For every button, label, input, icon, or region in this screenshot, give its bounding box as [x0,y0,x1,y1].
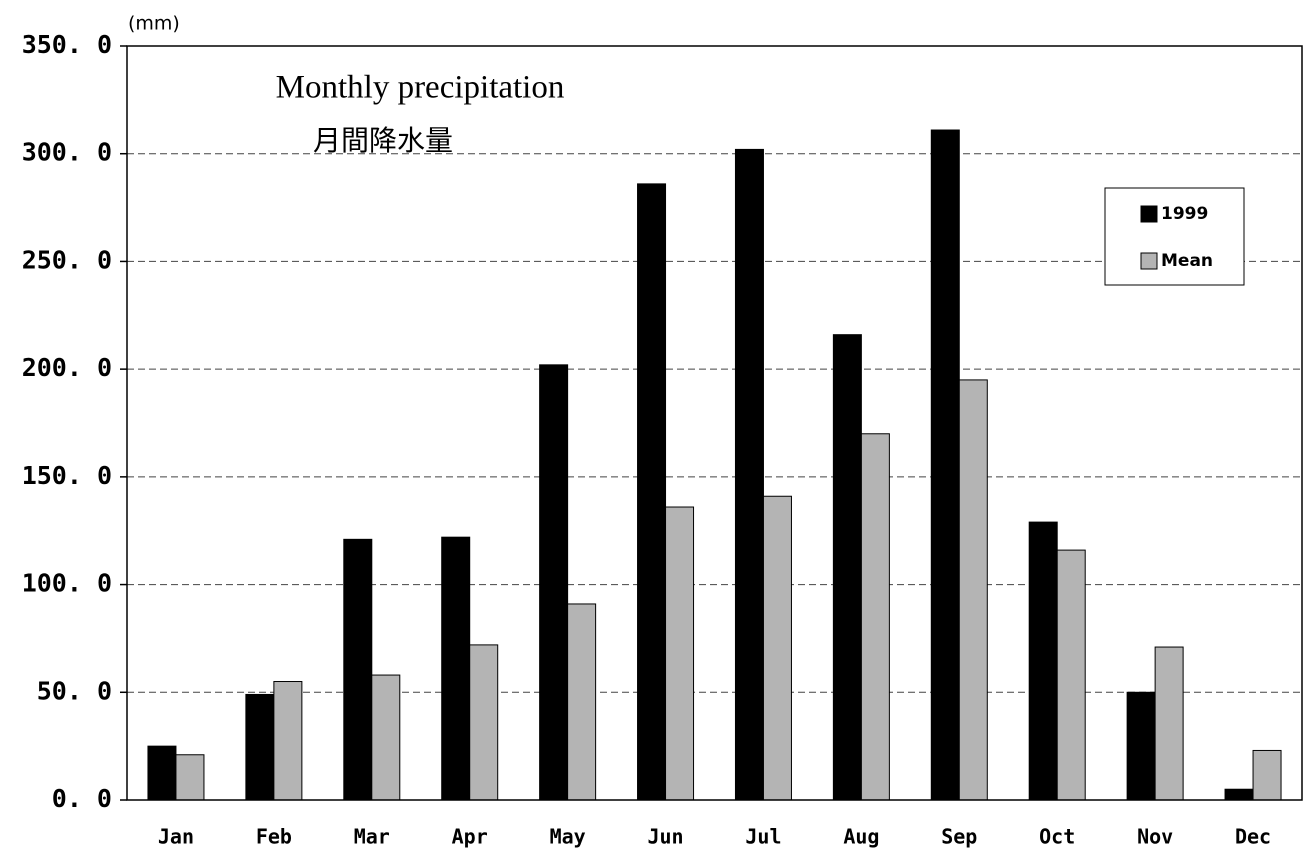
bar [1224,788,1254,801]
chart-title: Monthly precipitation [276,70,565,106]
x-tick-label: Oct [1039,825,1075,849]
plot-frame [126,45,1303,801]
legend-label: Mean [1161,251,1213,271]
y-tick-label: 200. 0 [22,353,112,382]
bar [958,379,988,801]
x-tick-label: Mar [354,825,390,849]
y-tick-label: 350. 0 [22,30,112,59]
y-tick-label: 100. 0 [22,569,112,598]
bar [665,506,695,801]
bar [147,745,177,801]
bar [245,693,275,801]
y-axis-unit: (mm) [128,13,180,35]
bar [371,674,401,801]
legend-label: 1999 [1161,204,1208,224]
bar [637,183,667,801]
legend-swatch [1140,252,1158,270]
x-tick-label: Apr [452,825,488,849]
bar [832,334,862,801]
bar [1252,749,1282,801]
legend: 1999 Mean [1104,187,1245,286]
x-tick-label: Jan [158,825,194,849]
y-tick-label: 50. 0 [37,676,112,705]
bar [441,536,471,801]
y-tick-label: 250. 0 [22,245,112,274]
x-tick-label: Jul [745,825,781,849]
bar [343,538,373,801]
x-tick-label: Dec [1235,825,1271,849]
bar [930,129,960,801]
y-tick-label: 300. 0 [22,138,112,167]
bar [1126,691,1156,801]
x-tick-label: Aug [843,825,879,849]
bar [734,148,764,801]
chart-subtitle: 月間降水量 [313,124,453,157]
x-tick-label: Sep [941,825,977,849]
bar [469,644,499,801]
legend-box [1104,187,1245,286]
bar [1154,646,1184,801]
y-tick-label: 0. 0 [52,784,112,813]
x-tick-label: Nov [1137,825,1173,849]
bar [860,433,890,801]
bar [539,364,569,801]
bar [567,603,597,801]
bar [175,754,205,801]
bar [273,681,303,801]
x-tick-label: May [550,825,586,849]
bar [1028,521,1058,801]
bar [762,495,792,801]
bar [1056,549,1086,801]
y-tick-label: 150. 0 [22,461,112,490]
x-tick-label: Feb [256,825,292,849]
legend-swatch [1140,205,1158,223]
x-tick-label: Jun [647,825,683,849]
